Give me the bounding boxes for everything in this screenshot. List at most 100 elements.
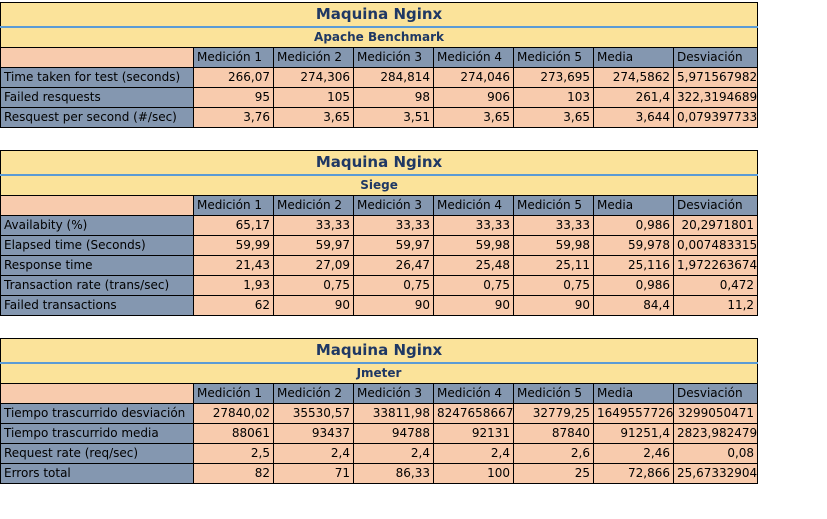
table-cell: 90	[273, 295, 354, 316]
table-cell: 86,33	[353, 463, 434, 484]
header-row: Medición 1 Medición 2 Medición 3 Medició…	[0, 195, 759, 216]
table-title: Maquina Nginx	[0, 338, 759, 364]
table-cell: 94788	[353, 423, 434, 444]
table-row: Failed resquests 95 105 98 906 103 261,4…	[0, 87, 759, 108]
siege-table: Maquina Nginx Siege Medición 1 Medición …	[0, 150, 759, 316]
table-title: Maquina Nginx	[0, 150, 759, 176]
table-cell: 1,972263674	[672, 255, 759, 276]
table-cell: 25	[513, 463, 594, 484]
table-cell: 35530,57	[273, 403, 354, 424]
table-cell: 33811,98	[353, 403, 434, 424]
table-cell: 5,971567982	[672, 67, 759, 88]
table-cell: 2,4	[273, 443, 354, 464]
row-label: Time taken for test (seconds)	[0, 67, 194, 88]
table-cell: 274,306	[273, 67, 354, 88]
table-cell: 2,5	[193, 443, 274, 464]
column-header: Medición 1	[193, 195, 274, 216]
column-header: Medición 4	[433, 47, 514, 68]
table-cell: 33,33	[353, 215, 434, 236]
table-cell: 0,75	[273, 275, 354, 296]
table-cell: 87840	[513, 423, 594, 444]
row-label: Errors total	[0, 463, 194, 484]
table-cell: 2,6	[513, 443, 594, 464]
column-header: Media	[593, 383, 674, 404]
table-row: Availabity (%) 65,17 33,33 33,33 33,33 3…	[0, 215, 759, 236]
table-cell: 62	[193, 295, 274, 316]
table-cell: 0,986	[593, 215, 674, 236]
table-cell: 59,98	[513, 235, 594, 256]
row-label: Tiempo trascurrido desviación	[0, 403, 194, 424]
table-cell: 0,079397733	[672, 107, 759, 128]
column-header: Medición 3	[353, 47, 434, 68]
table-row: Elapsed time (Seconds) 59,99 59,97 59,97…	[0, 235, 759, 256]
row-label: Response time	[0, 255, 194, 276]
table-cell: 65,17	[193, 215, 274, 236]
table-cell: 2,46	[593, 443, 674, 464]
column-header: Medición 4	[433, 383, 514, 404]
row-label: Availabity (%)	[0, 215, 194, 236]
table-cell: 3,51	[353, 107, 434, 128]
table-row: Tiempo trascurrido desviación 27840,02 3…	[0, 403, 759, 424]
table-title: Maquina Nginx	[0, 2, 759, 28]
column-header: Medición 1	[193, 383, 274, 404]
table-cell: 59,98	[433, 235, 514, 256]
table-subtitle: Apache Benchmark	[0, 26, 759, 48]
table-cell: 88061	[193, 423, 274, 444]
table-cell: 103	[513, 87, 594, 108]
column-header: Desviación	[672, 47, 759, 68]
header-corner	[0, 195, 194, 216]
header-corner	[0, 383, 194, 404]
table-cell: 1649557726	[593, 403, 674, 424]
table-cell: 906	[433, 87, 514, 108]
table-cell: 0,75	[513, 275, 594, 296]
header-row: Medición 1 Medición 2 Medición 3 Medició…	[0, 47, 759, 68]
header-corner	[0, 47, 194, 68]
table-cell: 261,4	[593, 87, 674, 108]
column-header: Medición 5	[513, 47, 594, 68]
table-cell: 26,47	[353, 255, 434, 276]
table-cell: 82	[193, 463, 274, 484]
column-header: Media	[593, 47, 674, 68]
table-cell: 273,695	[513, 67, 594, 88]
table-cell: 72,866	[593, 463, 674, 484]
table-cell: 3,644	[593, 107, 674, 128]
table-cell: 105	[273, 87, 354, 108]
table-cell: 3299050471	[672, 403, 759, 424]
apache-benchmark-table: Maquina Nginx Apache Benchmark Medición …	[0, 2, 759, 128]
table-cell: 2,4	[433, 443, 514, 464]
table-cell: 266,07	[193, 67, 274, 88]
table-cell: 0,75	[433, 275, 514, 296]
table-row: Transaction rate (trans/sec) 1,93 0,75 0…	[0, 275, 759, 296]
table-row: Tiempo trascurrido media 88061 93437 947…	[0, 423, 759, 444]
table-cell: 27,09	[273, 255, 354, 276]
table-cell: 0,472	[672, 275, 759, 296]
table-cell: 25,48	[433, 255, 514, 276]
table-cell: 8247658667	[433, 403, 514, 424]
table-subtitle: Jmeter	[0, 362, 759, 384]
column-header: Medición 4	[433, 195, 514, 216]
table-row: Request rate (req/sec) 2,5 2,4 2,4 2,4 2…	[0, 443, 759, 464]
row-label: Transaction rate (trans/sec)	[0, 275, 194, 296]
table-subtitle: Siege	[0, 174, 759, 196]
table-cell: 274,5862	[593, 67, 674, 88]
header-row: Medición 1 Medición 2 Medición 3 Medició…	[0, 383, 759, 404]
table-cell: 33,33	[273, 215, 354, 236]
column-header: Medición 2	[273, 195, 354, 216]
table-cell: 100	[433, 463, 514, 484]
table-cell: 92131	[433, 423, 514, 444]
table-cell: 3,65	[513, 107, 594, 128]
jmeter-table: Maquina Nginx Jmeter Medición 1 Medición…	[0, 338, 759, 484]
table-cell: 3,65	[433, 107, 514, 128]
table-cell: 3,76	[193, 107, 274, 128]
table-cell: 90	[433, 295, 514, 316]
table-cell: 91251,4	[593, 423, 674, 444]
row-label: Tiempo trascurrido media	[0, 423, 194, 444]
table-cell: 274,046	[433, 67, 514, 88]
table-cell: 93437	[273, 423, 354, 444]
table-cell: 0,986	[593, 275, 674, 296]
row-label: Failed resquests	[0, 87, 194, 108]
column-header: Medición 2	[273, 383, 354, 404]
table-cell: 20,2971801	[672, 215, 759, 236]
row-label: Elapsed time (Seconds)	[0, 235, 194, 256]
row-label: Failed transactions	[0, 295, 194, 316]
